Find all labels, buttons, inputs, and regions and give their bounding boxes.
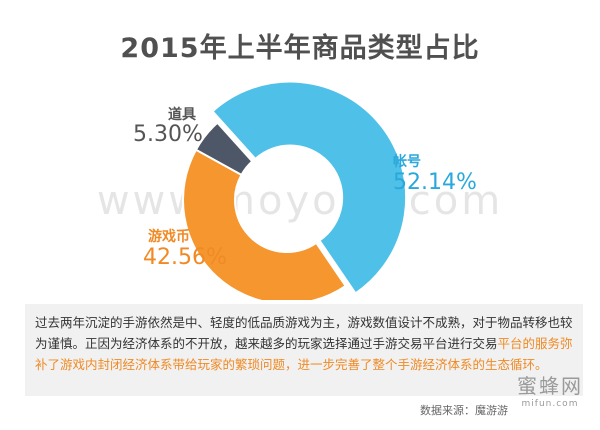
slice-items <box>194 121 254 177</box>
donut-chart <box>182 80 408 300</box>
slice-label-account: 帐号 <box>393 154 421 170</box>
slice-value-coins: 42.56% <box>143 245 227 270</box>
slice-coins <box>182 148 347 300</box>
description-highlight: 平台的服务弥补了游戏内封闭经济体系带给玩家的繁琐问题，进一步完善了整个手游经济体… <box>35 336 573 372</box>
description-text: 过去两年沉淀的手游依然是中、轻度的低品质游戏为主，游戏数值设计不成熟，对于物品转… <box>35 315 573 351</box>
logo-text: 蜜蜂网 <box>517 374 583 398</box>
logo-domain: mifun.com <box>521 399 579 409</box>
chart-title: 2015年上半年商品类型占比 <box>120 33 480 64</box>
watermark: www.moyoyo.com <box>96 178 504 224</box>
slice-label-items: 道具 <box>168 107 196 123</box>
slice-account <box>211 80 408 295</box>
description-box: 过去两年沉淀的手游依然是中、轻度的低品质游戏为主，游戏数值设计不成熟，对于物品转… <box>25 304 583 396</box>
slice-value-items: 5.30% <box>133 122 203 147</box>
site-logo: 蜜蜂网 mifun.com <box>510 370 590 409</box>
slice-label-coins: 游戏币 <box>148 229 190 245</box>
slice-value-account: 52.14% <box>393 170 477 195</box>
data-source: 数据来源：魔游游 <box>420 404 508 417</box>
